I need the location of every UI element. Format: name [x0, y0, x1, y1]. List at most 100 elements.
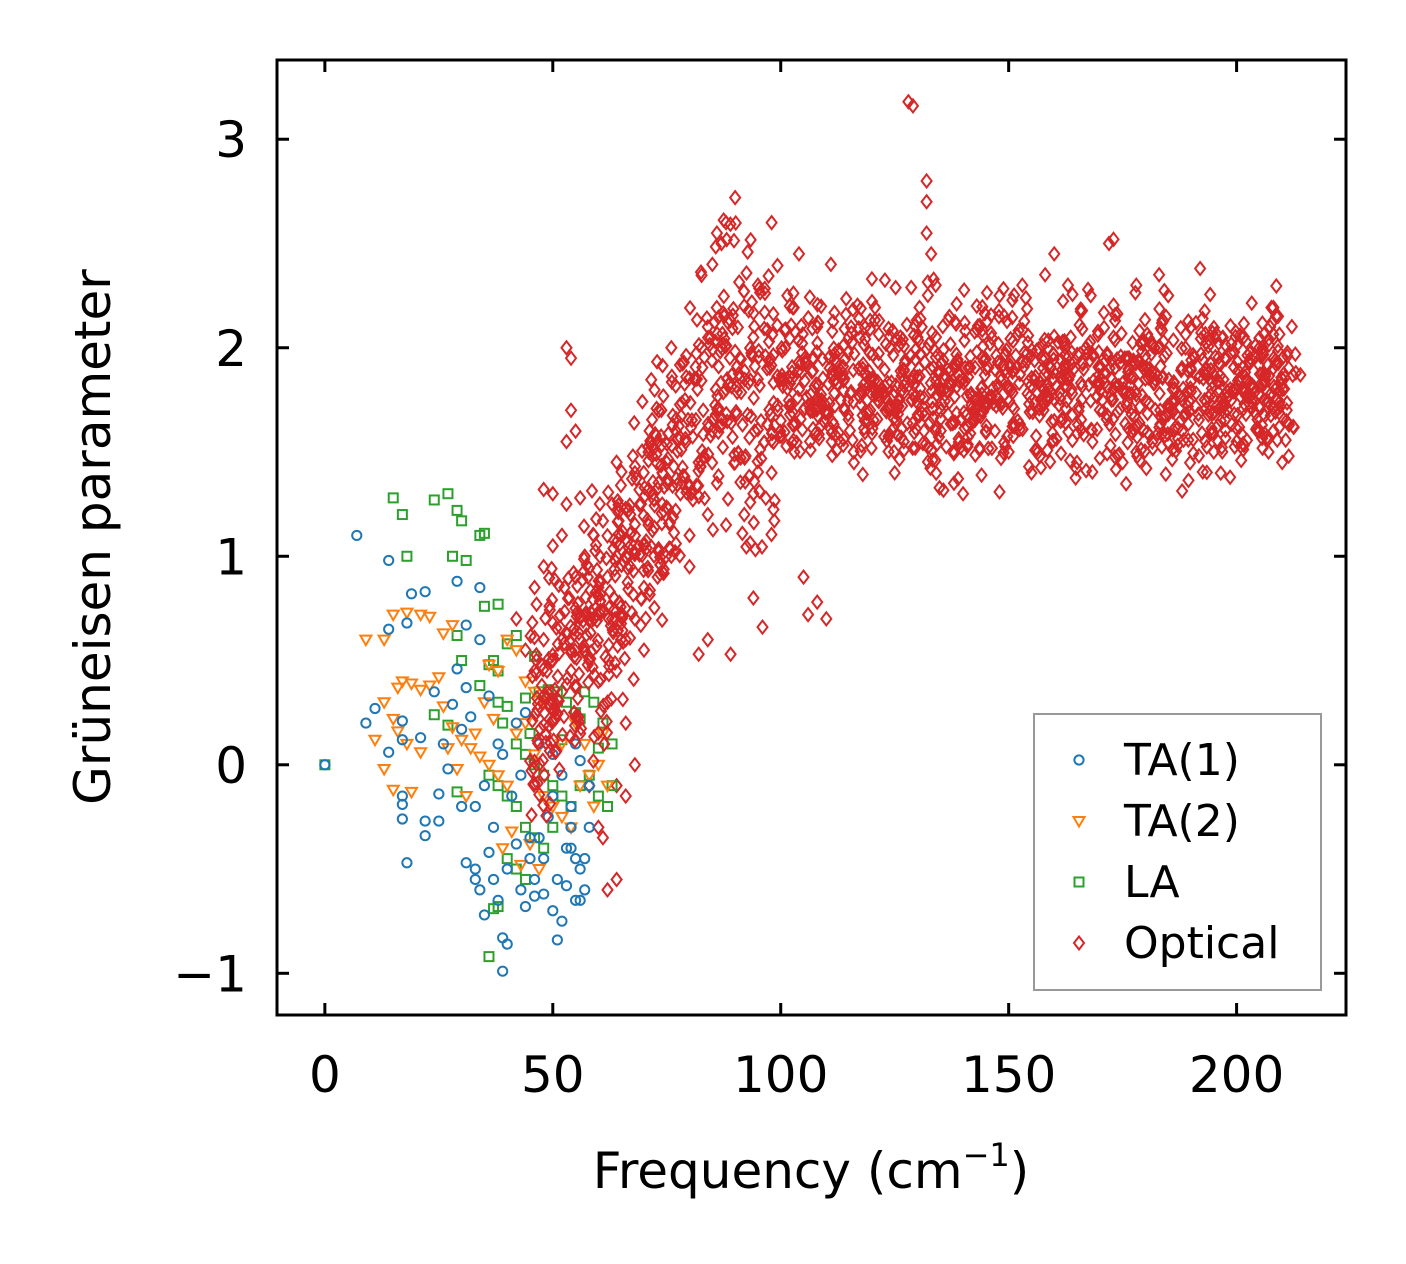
data-point	[1111, 305, 1124, 323]
data-point	[950, 405, 963, 422]
data-point	[1243, 344, 1257, 362]
data-point	[721, 314, 735, 332]
data-point	[1203, 286, 1217, 303]
data-point	[589, 536, 603, 554]
data-point	[404, 678, 419, 691]
x-axis-title-end: )	[1010, 1142, 1030, 1200]
data-point	[997, 434, 1011, 451]
data-point	[896, 331, 910, 348]
data-point	[719, 516, 733, 534]
data-point	[547, 780, 559, 792]
data-point	[456, 515, 468, 527]
data-point	[900, 415, 914, 432]
data-point	[641, 511, 654, 528]
data-point	[925, 441, 939, 458]
data-point	[548, 571, 562, 588]
data-point	[720, 413, 734, 430]
data-point	[396, 509, 408, 521]
data-point	[577, 738, 592, 752]
data-point	[1086, 463, 1099, 481]
data-point	[483, 690, 495, 702]
data-point	[513, 859, 529, 873]
data-point	[991, 354, 1005, 371]
data-point	[685, 485, 698, 502]
data-point	[910, 312, 923, 329]
data-point	[1159, 465, 1173, 483]
data-point	[771, 317, 784, 334]
data-point	[1028, 372, 1041, 389]
data-point	[546, 646, 559, 664]
data-point	[751, 370, 765, 388]
x-tick-label: 50	[521, 1046, 585, 1104]
data-point	[625, 470, 639, 487]
data-point	[863, 370, 876, 387]
data-point	[938, 392, 952, 410]
data-point	[602, 636, 615, 654]
data-point	[1019, 289, 1033, 306]
data-point	[1104, 437, 1117, 454]
data-point	[616, 691, 630, 708]
data-point	[1182, 472, 1195, 489]
data-point	[975, 378, 989, 396]
data-point	[919, 435, 933, 453]
data-point	[886, 322, 899, 339]
data-point	[994, 368, 1008, 385]
data-point	[492, 598, 504, 610]
data-point	[569, 894, 582, 906]
data-point	[653, 565, 667, 583]
data-point	[1121, 393, 1134, 410]
data-point	[1165, 451, 1179, 468]
data-point	[1186, 431, 1200, 448]
data-point	[975, 401, 989, 418]
data-point	[652, 402, 666, 419]
data-point	[428, 494, 440, 506]
data-point	[637, 641, 651, 659]
data-point	[892, 398, 905, 415]
data-point	[659, 548, 673, 565]
data-point	[446, 698, 459, 710]
data-point	[985, 440, 999, 457]
data-point	[1081, 281, 1095, 298]
data-point	[1115, 325, 1128, 342]
data-point	[635, 590, 648, 608]
data-point	[1206, 374, 1219, 391]
data-point	[1090, 388, 1104, 405]
legend-markers	[1071, 754, 1087, 952]
data-point	[528, 873, 541, 886]
data-point	[909, 351, 922, 368]
data-point	[824, 256, 838, 273]
data-point	[848, 345, 861, 363]
data-point	[773, 428, 787, 445]
data-point	[696, 402, 710, 419]
data-point	[1056, 292, 1070, 310]
data-point	[1070, 346, 1084, 363]
data-point	[744, 372, 757, 389]
data-point	[1070, 460, 1083, 477]
data-point	[992, 302, 1006, 319]
data-point	[628, 464, 642, 482]
data-point	[445, 620, 460, 633]
data-point	[1074, 300, 1087, 318]
data-point	[756, 619, 769, 636]
data-point	[767, 305, 780, 322]
data-point	[540, 807, 553, 824]
data-point	[705, 454, 719, 471]
data-point	[586, 801, 602, 814]
data-point	[1157, 312, 1170, 330]
data-point	[1143, 427, 1156, 444]
data-point	[399, 607, 415, 621]
data-point	[1139, 392, 1153, 409]
data-point	[951, 470, 965, 487]
data-point	[1167, 373, 1181, 391]
data-point	[550, 742, 563, 760]
data-point	[971, 317, 985, 335]
data-point	[538, 766, 551, 784]
data-point	[797, 568, 810, 586]
data-point	[716, 325, 729, 342]
data-point	[694, 452, 708, 469]
data-point	[869, 386, 883, 403]
data-point	[553, 607, 567, 624]
data-point	[628, 458, 642, 475]
data-point	[948, 388, 961, 405]
data-point	[738, 362, 751, 380]
